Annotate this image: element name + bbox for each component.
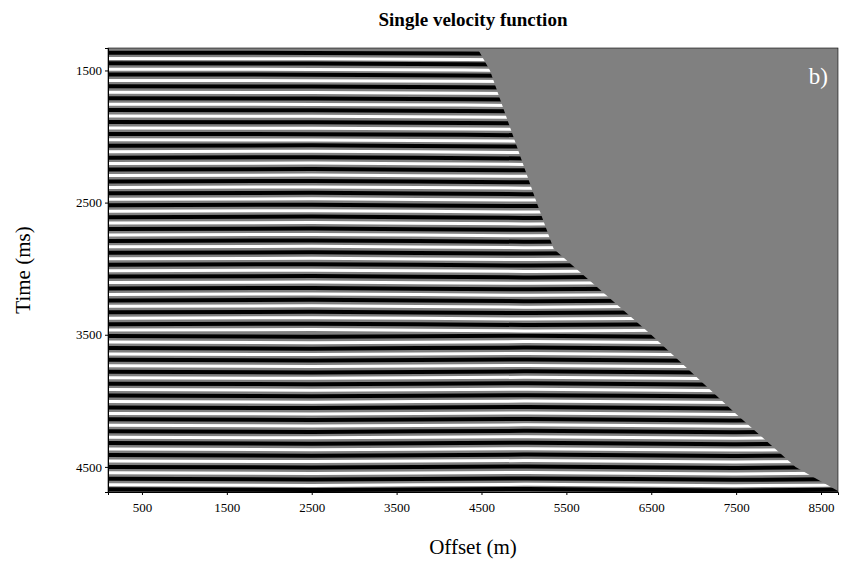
tick-label: 2500 — [76, 195, 102, 210]
x-axis-title: Offset (m) — [429, 535, 517, 559]
y-axis-title: Time (ms) — [11, 226, 35, 313]
reflection-event — [108, 431, 838, 432]
tick-mark — [227, 492, 228, 495]
tick: 3500 — [76, 327, 108, 342]
plot: 500 1500 2500 3500 4500 5500 6500 7500 8500 1500 2… — [76, 0, 844, 515]
tick-label: 4500 — [469, 500, 495, 515]
tick-mark — [105, 203, 108, 204]
tick-mark — [481, 492, 482, 495]
tick-label: 3500 — [384, 500, 410, 515]
tick: 7500 — [724, 492, 750, 515]
tick-label: 8500 — [809, 500, 835, 515]
tick-label: 1500 — [76, 63, 102, 78]
tick-label: 3500 — [76, 327, 102, 342]
reflection-event — [108, 413, 838, 414]
tick: 4500 — [469, 492, 495, 515]
tick-mark — [105, 335, 108, 336]
reflection-event — [108, 449, 838, 450]
chart: 500 1500 2500 3500 4500 5500 6500 7500 8500 1500 2… — [0, 0, 844, 568]
tick: 2500 — [76, 195, 108, 210]
tick-mark — [312, 492, 313, 495]
tick-mark — [397, 492, 398, 495]
plot-frame — [108, 48, 838, 492]
tick-label: 4500 — [76, 460, 102, 475]
y-axis: 1500 2500 3500 4500 — [76, 49, 109, 493]
tick: 1500 — [76, 63, 108, 78]
reflection-event — [108, 407, 838, 408]
tick-mark — [736, 492, 737, 495]
reflection-event — [108, 425, 838, 426]
tick-mark — [105, 467, 108, 468]
tick-mark — [651, 492, 652, 495]
tick-mark — [566, 492, 567, 495]
tick-label: 7500 — [724, 500, 750, 515]
title: Single velocity function — [379, 9, 568, 30]
tick-mark — [105, 70, 108, 71]
tick-label: 500 — [133, 500, 153, 515]
tick: 6500 — [639, 492, 665, 515]
tick-label: 2500 — [299, 500, 325, 515]
reflection-event — [108, 437, 838, 438]
tick-mark — [821, 492, 822, 495]
mute-zone — [477, 48, 838, 492]
tick: 8500 — [809, 492, 835, 515]
reflection-event — [108, 478, 838, 479]
axis-line — [109, 493, 839, 496]
reflection-event — [108, 484, 838, 485]
tick: 3500 — [384, 492, 410, 515]
reflection-event — [108, 472, 838, 473]
tick-mark — [142, 492, 143, 495]
plot-area — [108, 48, 838, 492]
reflection-event — [108, 455, 838, 456]
tick: 2500 — [299, 492, 325, 515]
tick: 5500 — [554, 492, 580, 515]
tick-label: 1500 — [214, 500, 240, 515]
reflection-event — [108, 466, 838, 467]
reflection-event — [108, 443, 838, 444]
tick: 1500 — [214, 492, 240, 515]
tick: 4500 — [76, 460, 108, 475]
tick: 500 — [133, 492, 153, 515]
tick-label: 6500 — [639, 500, 665, 515]
reflection-event — [108, 419, 838, 420]
tick-label: 5500 — [554, 500, 580, 515]
reflection-event — [108, 461, 838, 462]
x-axis: 500 1500 2500 3500 4500 5500 6500 7500 8500 — [109, 492, 839, 515]
panel-label: b) — [809, 64, 828, 89]
reflection-event — [108, 489, 838, 490]
